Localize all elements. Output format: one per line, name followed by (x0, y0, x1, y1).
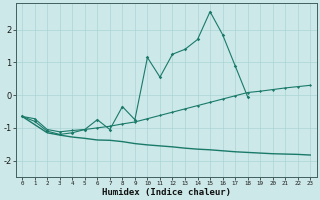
X-axis label: Humidex (Indice chaleur): Humidex (Indice chaleur) (102, 188, 231, 197)
